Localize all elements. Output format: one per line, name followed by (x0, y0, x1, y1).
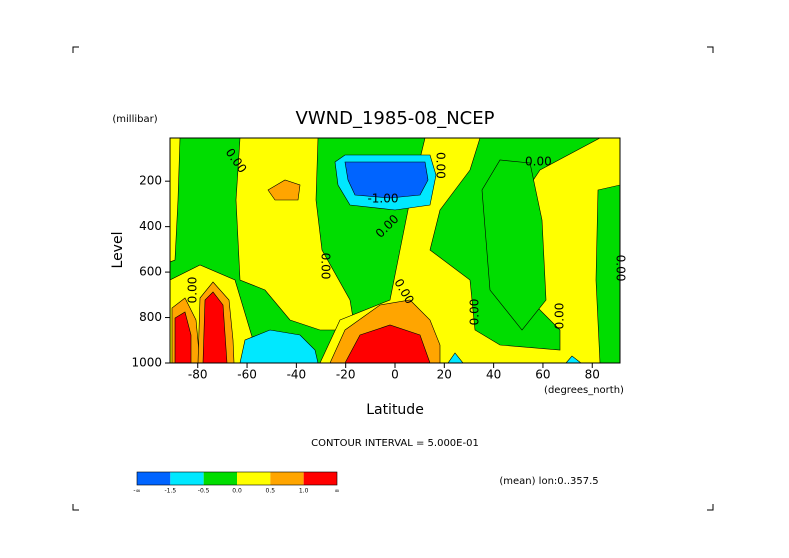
colorbar-swatch (203, 472, 237, 485)
contour-label: 0.00 (553, 303, 567, 330)
contour-interval: CONTOUR INTERVAL = 5.000E-01 (311, 438, 479, 449)
colorbar-label: 0.5 (266, 488, 276, 495)
colorbar-label: -1.5 (164, 488, 176, 495)
chart-title: VWND_1985-08_NCEP (296, 108, 495, 129)
colorbar-frame (136, 471, 338, 486)
contour-label: 0.00 (186, 277, 200, 304)
colorbar-label: 0.0 (232, 488, 242, 495)
y-tick-label: 1000 (131, 356, 162, 370)
y-tick-label: 400 (139, 219, 162, 233)
contour-region (239, 329, 319, 363)
contour-region (344, 324, 431, 363)
colorbar-swatch (170, 472, 204, 485)
x-tick-label: -60 (237, 368, 257, 382)
x-tick-label: -80 (188, 368, 208, 382)
y-tick-label: 600 (139, 265, 162, 279)
x-tick-label: 0 (391, 368, 399, 382)
contour-label: 0.00 (434, 152, 448, 179)
x-tick-label: 40 (486, 368, 501, 382)
y-units: (millibar) (112, 114, 157, 125)
colorbar-label: -∞ (133, 488, 140, 495)
x-units: (degrees_north) (544, 385, 624, 396)
corner-marks (72, 46, 714, 511)
contour-label: 0.00 (319, 253, 333, 280)
y-tick-label: 800 (139, 310, 162, 324)
colorbar-swatch (270, 472, 304, 485)
x-axis-label: Latitude (366, 402, 424, 418)
contour-region (202, 291, 228, 363)
colorbar-label: 1.0 (299, 488, 309, 495)
x-tick-label: 60 (535, 368, 550, 382)
contour-region (595, 184, 620, 363)
contour-region (447, 352, 464, 363)
contour-region (170, 138, 181, 263)
colorbar-swatch (237, 472, 271, 485)
y-axis-label: Level (110, 232, 126, 269)
x-tick-label: -40 (287, 368, 307, 382)
contour-field (170, 138, 620, 363)
contour-label: 0.00 (468, 299, 482, 326)
contour-region (481, 159, 547, 331)
contour-label: 0.00 (614, 255, 628, 282)
colorbar-swatch (137, 472, 171, 485)
x-tick-label: -20 (336, 368, 356, 382)
contour-region (344, 161, 429, 199)
contour-region (565, 355, 582, 363)
contour-region (267, 179, 301, 201)
colorbar-label: ∞ (335, 488, 340, 495)
colorbar-label: -0.5 (198, 488, 210, 495)
note: (mean) lon:0..357.5 (499, 476, 598, 487)
contour-region (174, 311, 192, 363)
colorbar-swatch (303, 472, 337, 485)
contour-label: -1.00 (367, 192, 398, 206)
x-tick-label: 80 (585, 368, 600, 382)
y-tick-label: 200 (139, 174, 162, 188)
x-tick-label: 20 (437, 368, 452, 382)
contour-label: 0.00 (525, 155, 552, 169)
